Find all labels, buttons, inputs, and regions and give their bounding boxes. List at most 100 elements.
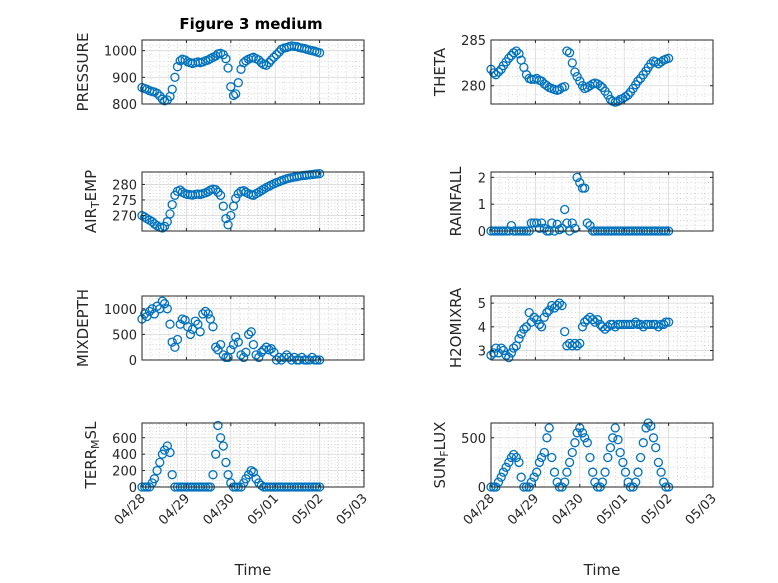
rainfall-data-point: [532, 218, 542, 228]
h2omixra-data-point: [542, 307, 552, 318]
sun_flux-data-point: [638, 438, 648, 448]
pressure-plot-area: [142, 40, 364, 104]
sun_flux-data-point: [493, 477, 504, 487]
pressure-data-point: [203, 55, 213, 65]
air_temp-axes-box: [141, 171, 365, 232]
h2omixra-ytick-label: 3: [478, 345, 486, 360]
sun_flux-data-point: [656, 467, 666, 477]
rainfall-data-point: [570, 223, 580, 233]
sun_flux-data-point: [504, 457, 514, 468]
sun_flux-data-point: [577, 428, 588, 438]
air_temp-data-point: [239, 185, 249, 196]
sun_flux-ylabel: SUNFLUX: [431, 422, 451, 489]
sun_flux-data-point: [631, 477, 641, 487]
theta-data-point: [656, 57, 666, 67]
theta-data-point: [575, 76, 585, 86]
air_temp-data-point: [159, 221, 170, 231]
pressure-axes-box: [141, 39, 365, 105]
air_temp-major-grid: [142, 172, 364, 231]
h2omixra-data-point: [534, 319, 545, 330]
terr_msl-ytick-label: 0: [129, 481, 137, 496]
sun_flux-axes-box: [490, 422, 714, 488]
terr_msl-ytick-label: 600: [112, 432, 137, 447]
h2omixra-data-point: [544, 305, 554, 315]
mixdepth-data-point: [251, 350, 261, 360]
mixdepth-data-point: [159, 299, 170, 309]
air_temp-data-point: [140, 212, 150, 222]
sun_flux-xtick-label: 05/01: [594, 491, 631, 528]
rainfall-data-point: [506, 220, 517, 231]
rainfall-data-point: [562, 218, 572, 228]
air_temp-data-point: [167, 199, 177, 210]
h2omixra-data-point: [590, 317, 600, 327]
pressure-data-point: [226, 82, 236, 92]
sun_flux-data-point: [532, 467, 542, 477]
theta-data-point: [564, 48, 575, 58]
rainfall-data-point: [572, 172, 582, 183]
terr_msl-xtick-label: 05/02: [289, 491, 326, 528]
h2omixra-data-point: [552, 300, 562, 311]
h2omixra-data-point: [516, 329, 526, 339]
pressure-ylabel: PRESSURE: [74, 33, 92, 112]
sun_flux-data-point: [506, 452, 517, 463]
mixdepth-data-point: [248, 339, 259, 350]
sun_flux-data-point: [618, 457, 628, 468]
mixdepth-data-point: [167, 337, 177, 347]
air_temp-ytick-label: 270: [112, 209, 137, 224]
air_temp-data-point: [157, 223, 168, 233]
sun_flux-data-point: [648, 433, 659, 443]
h2omixra-data-point: [663, 317, 674, 327]
sun_flux-data-point: [588, 467, 598, 477]
rainfall-data-point: [539, 223, 549, 233]
h2omixra-data-point: [600, 324, 610, 334]
theta-data-point: [623, 90, 633, 100]
theta-data-point: [572, 71, 582, 82]
terr_msl-ytick-label: 400: [112, 448, 137, 463]
theta-axes-box: [490, 39, 714, 105]
pressure-ytick-label: 900: [112, 71, 137, 86]
theta-data-point: [542, 81, 552, 91]
sun_flux-data-point: [646, 421, 656, 431]
h2omixra-data-point: [588, 315, 598, 325]
rainfall-data-point: [567, 218, 577, 228]
air_temp-data-point: [231, 193, 241, 204]
mixdepth-data-point: [190, 316, 200, 326]
mixdepth-data-point: [241, 347, 251, 357]
sun_flux-data-point: [496, 472, 506, 482]
mixdepth-ylabel: MIXDEPTH: [74, 289, 92, 367]
pressure-data-point: [269, 52, 279, 62]
h2omixra-data-point: [572, 341, 582, 351]
theta-data-point: [613, 96, 623, 106]
rainfall-minor-grid: [491, 171, 713, 232]
pressure-data-point: [261, 60, 271, 70]
pressure-data-point: [231, 89, 241, 99]
sun_flux-data-point: [542, 433, 552, 443]
rainfall-axes-box: [490, 171, 714, 232]
mixdepth-data-point: [162, 304, 172, 314]
theta-data-point: [514, 49, 524, 59]
mixdepth-data-point: [284, 352, 294, 363]
theta-data-point: [663, 53, 674, 63]
mixdepth-ytick-label: 0: [129, 354, 137, 369]
h2omixra-data-point: [539, 312, 549, 322]
pressure-data-point: [266, 55, 276, 65]
h2omixra-data-point: [580, 317, 590, 327]
rainfall-data-point: [585, 220, 595, 231]
theta-data-point: [603, 90, 613, 100]
terr_msl-minor-grid: [142, 423, 364, 488]
sun_flux-data-point: [549, 467, 560, 477]
pressure-data-point: [271, 50, 282, 60]
terr_msl-xtick-label: 04/29: [156, 491, 193, 528]
h2omixra-data-point: [659, 319, 669, 330]
sun_flux-data-point: [508, 449, 519, 460]
sun_flux-data-point: [597, 477, 608, 487]
sun_flux-data-point: [567, 447, 577, 458]
mixdepth-data-point: [218, 350, 228, 360]
air_temp-data-point: [314, 168, 325, 179]
sun_flux-data-point: [653, 457, 664, 468]
terr_msl-ytick-label: 200: [112, 465, 137, 480]
sun_flux-data-point: [580, 433, 590, 443]
pressure-data-point: [223, 63, 233, 73]
theta-data-point: [562, 46, 572, 56]
